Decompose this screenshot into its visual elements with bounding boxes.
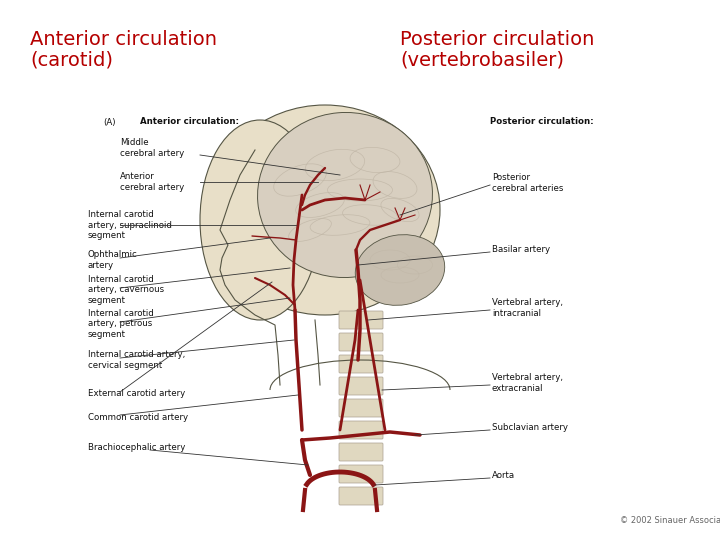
Text: © 2002 Sinauer Associates, Inc.: © 2002 Sinauer Associates, Inc. [620,516,720,524]
Ellipse shape [210,105,440,315]
Text: (A): (A) [103,118,115,126]
Text: Internal carotid
artery, petrous
segment: Internal carotid artery, petrous segment [88,309,154,339]
FancyBboxPatch shape [339,399,383,417]
Text: Anterior circulation:: Anterior circulation: [140,118,239,126]
Text: Common carotid artery: Common carotid artery [88,413,188,422]
Ellipse shape [200,120,320,320]
Text: (carotid): (carotid) [30,50,113,69]
FancyBboxPatch shape [339,377,383,395]
Text: Subclavian artery: Subclavian artery [492,423,568,433]
FancyBboxPatch shape [339,443,383,461]
Text: Posterior circulation: Posterior circulation [400,30,595,49]
FancyBboxPatch shape [339,465,383,483]
Text: Brachiocephalic artery: Brachiocephalic artery [88,442,185,451]
FancyBboxPatch shape [339,421,383,439]
Ellipse shape [258,112,433,278]
FancyBboxPatch shape [339,311,383,329]
Text: External carotid artery: External carotid artery [88,389,185,399]
Text: Anterior circulation: Anterior circulation [30,30,217,49]
Text: Anterior
cerebral artery: Anterior cerebral artery [120,172,184,192]
Text: Internal carotid
artery, supraclinoid
segment: Internal carotid artery, supraclinoid se… [88,210,172,240]
Text: Internal carotid
artery, cavernous
segment: Internal carotid artery, cavernous segme… [88,275,164,305]
Text: Basilar artery: Basilar artery [492,246,550,254]
Ellipse shape [355,235,445,305]
Text: Ophthalmic
artery: Ophthalmic artery [88,251,138,269]
Text: Vertebral artery,
extracranial: Vertebral artery, extracranial [492,373,563,393]
Text: Posterior circulation:: Posterior circulation: [490,118,593,126]
Text: Middle
cerebral artery: Middle cerebral artery [120,138,184,158]
FancyBboxPatch shape [339,487,383,505]
Text: Aorta: Aorta [492,471,515,481]
Text: Internal carotid artery,
cervical segment: Internal carotid artery, cervical segmen… [88,350,185,370]
Text: (vertebrobasiler): (vertebrobasiler) [400,50,564,69]
Text: Vertebral artery,
intracranial: Vertebral artery, intracranial [492,298,563,318]
Text: Posterior
cerebral arteries: Posterior cerebral arteries [492,173,563,193]
FancyBboxPatch shape [339,333,383,351]
FancyBboxPatch shape [339,355,383,373]
